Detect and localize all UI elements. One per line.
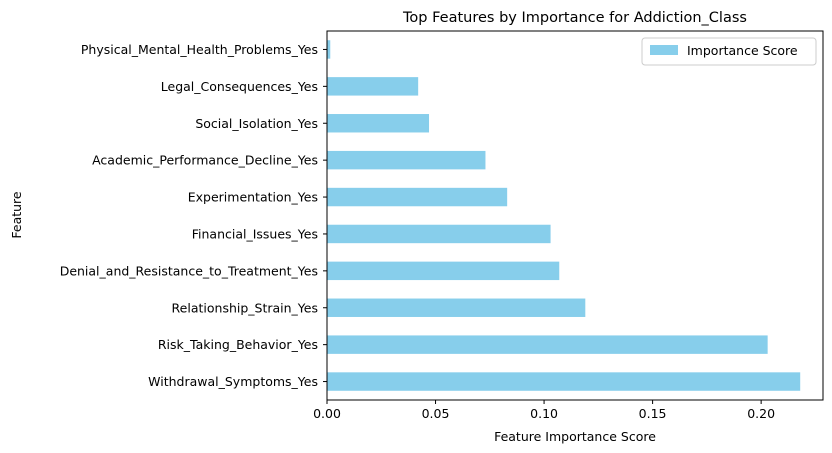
- bar-Denial_and_Resistance_to_Treatment_Yes: [327, 261, 560, 281]
- bar-Academic_Performance_Decline_Yes: [327, 150, 486, 170]
- chart-title: Top Features by Importance for Addiction…: [402, 10, 747, 26]
- y-tick-label: Risk_Taking_Behavior_Yes: [158, 337, 318, 352]
- bars-group: [327, 40, 801, 391]
- x-tick-label: 0.15: [639, 406, 667, 421]
- y-tick-label: Relationship_Strain_Yes: [172, 300, 318, 315]
- bar-Legal_Consequences_Yes: [327, 77, 419, 96]
- y-tick-label: Denial_and_Resistance_to_Treatment_Yes: [60, 263, 318, 278]
- y-tick-label: Physical_Mental_Health_Problems_Yes: [81, 42, 318, 57]
- legend-box: [641, 37, 817, 66]
- bar-Social_Isolation_Yes: [327, 114, 430, 133]
- y-tick-label: Experimentation_Yes: [188, 190, 318, 205]
- bar-Withdrawal_Symptoms_Yes: [327, 372, 801, 391]
- legend: Importance Score: [641, 37, 817, 66]
- legend-swatch: [650, 45, 678, 55]
- y-tick-label: Financial_Issues_Yes: [192, 226, 318, 241]
- y-tick-label: Academic_Performance_Decline_Yes: [92, 153, 318, 168]
- y-tick-label: Legal_Consequences_Yes: [161, 79, 318, 94]
- x-axis-label: Feature Importance Score: [494, 429, 656, 444]
- legend-label: Importance Score: [687, 43, 798, 58]
- x-tick-label: 0.05: [422, 406, 450, 421]
- y-tick-label: Social_Isolation_Yes: [195, 116, 318, 131]
- bar-Relationship_Strain_Yes: [327, 298, 586, 317]
- bar-Financial_Issues_Yes: [327, 224, 551, 244]
- bar-Physical_Mental_Health_Problems_Yes: [327, 40, 331, 59]
- x-tick-label: 0.10: [530, 406, 558, 421]
- x-axis-ticks: 0.00 0.05 0.10 0.15 0.20: [313, 400, 775, 421]
- y-axis-label: Feature: [9, 191, 24, 239]
- y-axis-ticks: Withdrawal_Symptoms_Yes Risk_Taking_Behav…: [60, 42, 327, 389]
- x-tick-label: 0.00: [313, 406, 341, 421]
- bar-Experimentation_Yes: [327, 187, 508, 207]
- bar-Risk_Taking_Behavior_Yes: [327, 335, 768, 354]
- plot-frame: [326, 30, 824, 401]
- x-tick-label: 0.20: [747, 406, 775, 421]
- y-tick-label: Withdrawal_Symptoms_Yes: [148, 374, 318, 389]
